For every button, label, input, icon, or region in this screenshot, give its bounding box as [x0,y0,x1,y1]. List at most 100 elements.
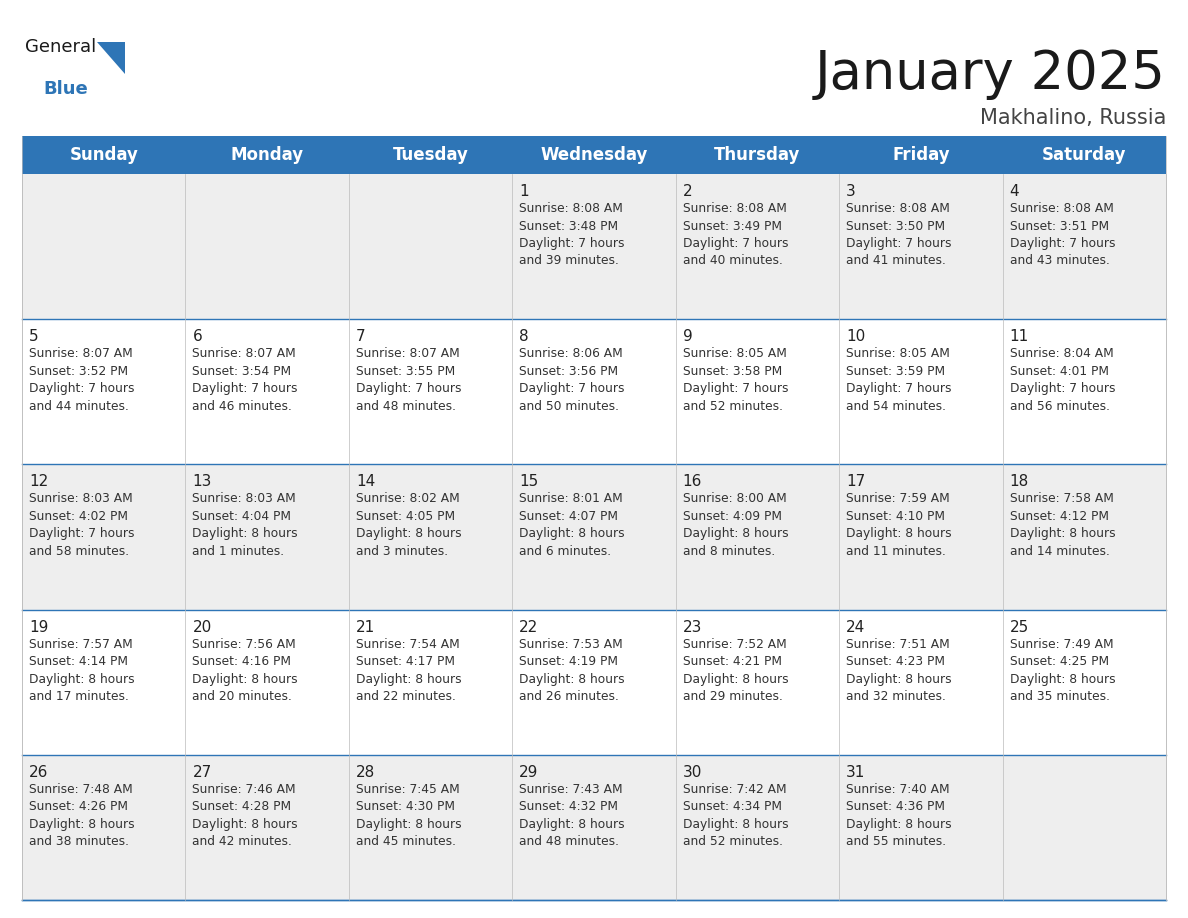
Bar [1003,755,1165,900]
Bar [512,319,676,465]
Polygon shape [97,42,125,74]
Text: Sunrise: 8:01 AM
Sunset: 4:07 PM
Daylight: 8 hours
and 6 minutes.: Sunrise: 8:01 AM Sunset: 4:07 PM Dayligh… [519,492,625,558]
Text: 19: 19 [29,620,49,634]
Bar [23,174,185,319]
Bar [1003,174,1165,319]
Text: 6: 6 [192,330,202,344]
Text: 11: 11 [1010,330,1029,344]
Bar [349,465,512,610]
Bar [23,136,185,174]
Text: Blue: Blue [43,80,88,98]
Text: Sunrise: 7:49 AM
Sunset: 4:25 PM
Daylight: 8 hours
and 35 minutes.: Sunrise: 7:49 AM Sunset: 4:25 PM Dayligh… [1010,638,1116,703]
Text: 4: 4 [1010,184,1019,199]
Bar [349,755,512,900]
Text: Sunrise: 7:42 AM
Sunset: 4:34 PM
Daylight: 8 hours
and 52 minutes.: Sunrise: 7:42 AM Sunset: 4:34 PM Dayligh… [683,783,789,848]
Text: Sunrise: 8:08 AM
Sunset: 3:48 PM
Daylight: 7 hours
and 39 minutes.: Sunrise: 8:08 AM Sunset: 3:48 PM Dayligh… [519,202,625,267]
Bar [349,136,512,174]
Text: Sunrise: 7:46 AM
Sunset: 4:28 PM
Daylight: 8 hours
and 42 minutes.: Sunrise: 7:46 AM Sunset: 4:28 PM Dayligh… [192,783,298,848]
Text: Monday: Monday [230,146,304,164]
Text: 22: 22 [519,620,538,634]
Bar [839,174,1003,319]
Text: 15: 15 [519,475,538,489]
Text: Friday: Friday [892,146,949,164]
Text: January 2025: January 2025 [815,48,1165,100]
Text: Sunrise: 8:07 AM
Sunset: 3:54 PM
Daylight: 7 hours
and 46 minutes.: Sunrise: 8:07 AM Sunset: 3:54 PM Dayligh… [192,347,298,413]
Text: Thursday: Thursday [714,146,801,164]
Text: 23: 23 [683,620,702,634]
Bar [676,319,839,465]
Text: Sunrise: 8:02 AM
Sunset: 4:05 PM
Daylight: 8 hours
and 3 minutes.: Sunrise: 8:02 AM Sunset: 4:05 PM Dayligh… [356,492,461,558]
Text: 16: 16 [683,475,702,489]
Bar [512,610,676,755]
Text: Makhalino, Russia: Makhalino, Russia [980,108,1165,128]
Text: 17: 17 [846,475,865,489]
Bar [23,610,185,755]
Text: Sunrise: 8:05 AM
Sunset: 3:59 PM
Daylight: 7 hours
and 54 minutes.: Sunrise: 8:05 AM Sunset: 3:59 PM Dayligh… [846,347,952,413]
Bar [512,465,676,610]
Bar [349,319,512,465]
Bar [676,136,839,174]
Bar [23,319,185,465]
Text: Saturday: Saturday [1042,146,1126,164]
Text: 18: 18 [1010,475,1029,489]
Text: 24: 24 [846,620,865,634]
Text: 7: 7 [356,330,366,344]
Text: Sunrise: 8:08 AM
Sunset: 3:50 PM
Daylight: 7 hours
and 41 minutes.: Sunrise: 8:08 AM Sunset: 3:50 PM Dayligh… [846,202,952,267]
Text: Sunrise: 7:43 AM
Sunset: 4:32 PM
Daylight: 8 hours
and 48 minutes.: Sunrise: 7:43 AM Sunset: 4:32 PM Dayligh… [519,783,625,848]
Text: Sunrise: 8:04 AM
Sunset: 4:01 PM
Daylight: 7 hours
and 56 minutes.: Sunrise: 8:04 AM Sunset: 4:01 PM Dayligh… [1010,347,1116,413]
Bar [676,174,839,319]
Text: 30: 30 [683,765,702,779]
Bar [185,465,349,610]
Bar [839,465,1003,610]
Text: Sunrise: 8:07 AM
Sunset: 3:52 PM
Daylight: 7 hours
and 44 minutes.: Sunrise: 8:07 AM Sunset: 3:52 PM Dayligh… [29,347,134,413]
Bar [512,174,676,319]
Text: Tuesday: Tuesday [392,146,468,164]
Bar [676,465,839,610]
Bar [185,136,349,174]
Text: Sunrise: 7:58 AM
Sunset: 4:12 PM
Daylight: 8 hours
and 14 minutes.: Sunrise: 7:58 AM Sunset: 4:12 PM Dayligh… [1010,492,1116,558]
Text: 28: 28 [356,765,375,779]
Bar [512,755,676,900]
Text: Sunrise: 8:05 AM
Sunset: 3:58 PM
Daylight: 7 hours
and 52 minutes.: Sunrise: 8:05 AM Sunset: 3:58 PM Dayligh… [683,347,788,413]
Text: 14: 14 [356,475,375,489]
Text: 10: 10 [846,330,865,344]
Text: 12: 12 [29,475,49,489]
Text: 9: 9 [683,330,693,344]
Text: Sunrise: 8:06 AM
Sunset: 3:56 PM
Daylight: 7 hours
and 50 minutes.: Sunrise: 8:06 AM Sunset: 3:56 PM Dayligh… [519,347,625,413]
Text: 5: 5 [29,330,39,344]
Bar [1003,610,1165,755]
Bar [1003,319,1165,465]
Text: 13: 13 [192,475,211,489]
Text: Sunrise: 7:56 AM
Sunset: 4:16 PM
Daylight: 8 hours
and 20 minutes.: Sunrise: 7:56 AM Sunset: 4:16 PM Dayligh… [192,638,298,703]
Text: Sunrise: 7:51 AM
Sunset: 4:23 PM
Daylight: 8 hours
and 32 minutes.: Sunrise: 7:51 AM Sunset: 4:23 PM Dayligh… [846,638,952,703]
Text: Sunrise: 8:07 AM
Sunset: 3:55 PM
Daylight: 7 hours
and 48 minutes.: Sunrise: 8:07 AM Sunset: 3:55 PM Dayligh… [356,347,461,413]
Bar [839,755,1003,900]
Text: 26: 26 [29,765,49,779]
Text: 3: 3 [846,184,855,199]
Bar [23,755,185,900]
Text: 31: 31 [846,765,866,779]
Bar [185,755,349,900]
Bar [839,610,1003,755]
Text: Sunrise: 8:08 AM
Sunset: 3:49 PM
Daylight: 7 hours
and 40 minutes.: Sunrise: 8:08 AM Sunset: 3:49 PM Dayligh… [683,202,788,267]
Text: Sunrise: 7:54 AM
Sunset: 4:17 PM
Daylight: 8 hours
and 22 minutes.: Sunrise: 7:54 AM Sunset: 4:17 PM Dayligh… [356,638,461,703]
Text: 1: 1 [519,184,529,199]
Bar [512,136,676,174]
Bar [676,755,839,900]
Text: 2: 2 [683,184,693,199]
Text: 8: 8 [519,330,529,344]
Text: 20: 20 [192,620,211,634]
Text: 21: 21 [356,620,375,634]
Text: 29: 29 [519,765,538,779]
Text: Sunrise: 7:45 AM
Sunset: 4:30 PM
Daylight: 8 hours
and 45 minutes.: Sunrise: 7:45 AM Sunset: 4:30 PM Dayligh… [356,783,461,848]
Text: Sunrise: 8:00 AM
Sunset: 4:09 PM
Daylight: 8 hours
and 8 minutes.: Sunrise: 8:00 AM Sunset: 4:09 PM Dayligh… [683,492,789,558]
Text: 25: 25 [1010,620,1029,634]
Text: Sunrise: 7:48 AM
Sunset: 4:26 PM
Daylight: 8 hours
and 38 minutes.: Sunrise: 7:48 AM Sunset: 4:26 PM Dayligh… [29,783,134,848]
Bar [185,319,349,465]
Text: 27: 27 [192,765,211,779]
Text: Sunrise: 8:08 AM
Sunset: 3:51 PM
Daylight: 7 hours
and 43 minutes.: Sunrise: 8:08 AM Sunset: 3:51 PM Dayligh… [1010,202,1116,267]
Bar [185,610,349,755]
Text: Wednesday: Wednesday [541,146,647,164]
Text: Sunday: Sunday [69,146,138,164]
Bar [676,610,839,755]
